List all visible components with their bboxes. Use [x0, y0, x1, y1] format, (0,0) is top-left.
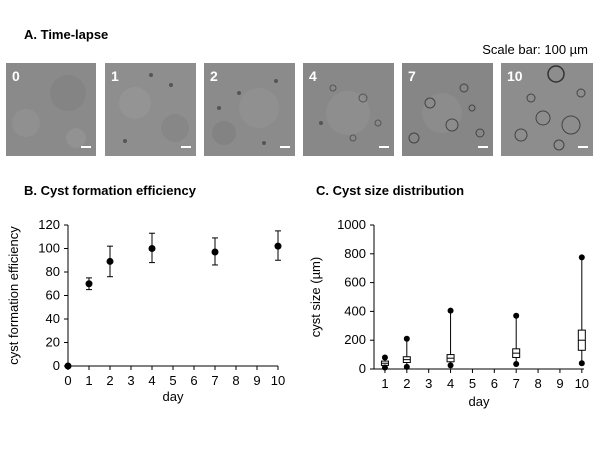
frame-label: 0	[12, 68, 20, 84]
x-tick-label: 8	[534, 376, 541, 391]
frame-label: 10	[507, 68, 523, 84]
x-tick-label: 2	[403, 376, 410, 391]
box-max-point	[381, 354, 388, 361]
x-tick-label: 1	[85, 373, 92, 388]
y-tick-label: 20	[46, 335, 60, 350]
data-point	[148, 245, 156, 252]
x-tick-label: 10	[575, 376, 589, 391]
box-min-point	[403, 363, 410, 370]
data-point	[274, 242, 282, 250]
x-tick-label: 4	[148, 373, 155, 388]
x-tick-label: 0	[64, 373, 71, 388]
micrograph-day-10: 10	[501, 63, 593, 156]
micrograph-texture	[402, 63, 493, 156]
x-tick-label: 4	[447, 376, 454, 391]
box-min-point	[447, 362, 454, 369]
x-tick-label: 7	[513, 376, 520, 391]
section-title-cyst-size: C. Cyst size distribution	[316, 183, 465, 198]
frame-label: 1	[111, 68, 119, 84]
y-tick-label: 80	[46, 264, 60, 279]
box-min-point	[381, 364, 388, 371]
micrograph-day-7: 7	[402, 63, 493, 156]
scale-bar-mark	[578, 146, 588, 148]
y-tick-label: 0	[53, 358, 60, 373]
micrograph-texture	[6, 63, 96, 156]
box-max-point	[578, 254, 585, 261]
x-tick-label: 6	[190, 373, 197, 388]
micrograph-day-0: 0	[6, 63, 96, 156]
y-tick-label: 400	[344, 303, 366, 318]
x-tick-label: 1	[381, 376, 388, 391]
y-tick-label: 100	[38, 241, 60, 256]
x-tick-label: 7	[211, 373, 218, 388]
y-tick-label: 600	[344, 275, 366, 290]
box-min-point	[578, 360, 585, 367]
scale-bar-mark	[478, 146, 488, 148]
micrograph-texture	[204, 63, 295, 156]
frame-label: 2	[210, 68, 218, 84]
y-axis-title: cyst formation efficiency	[6, 226, 21, 365]
micrograph-day-2: 2	[204, 63, 295, 156]
x-tick-label: 5	[469, 376, 476, 391]
micrograph-day-1: 1	[105, 63, 196, 156]
x-axis-title: day	[163, 389, 184, 404]
box-max-point	[403, 335, 410, 342]
micrograph-texture	[105, 63, 196, 156]
x-tick-label: 10	[271, 373, 285, 388]
box-max-point	[447, 307, 454, 314]
y-tick-label: 120	[38, 217, 60, 232]
y-tick-label: 1000	[337, 217, 366, 232]
frame-label: 7	[408, 68, 416, 84]
x-axis-title: day	[469, 394, 490, 409]
micrograph-day-4: 4	[303, 63, 394, 156]
scale-bar-mark	[280, 146, 290, 148]
box-max-point	[513, 312, 520, 319]
scale-bar-mark	[379, 146, 389, 148]
frame-label: 4	[309, 68, 317, 84]
scale-bar-mark	[181, 146, 191, 148]
scale-bar-label: Scale bar: 100 µm	[482, 42, 588, 57]
x-tick-label: 3	[127, 373, 134, 388]
cyst-size-chart: 0 200 400 600 800 1000 1 2 3 4 5 6 7 8 9 10 day cyst size…	[308, 217, 589, 409]
data-point	[64, 362, 72, 370]
data-point	[85, 280, 93, 288]
data-point	[211, 248, 219, 256]
y-tick-label: 0	[359, 361, 366, 376]
y-axis-title: cyst size (µm)	[308, 257, 323, 337]
data-point	[106, 257, 114, 265]
y-tick-label: 40	[46, 311, 60, 326]
x-tick-label: 3	[425, 376, 432, 391]
box-min-point	[513, 360, 520, 367]
x-tick-label: 2	[106, 373, 113, 388]
x-tick-label: 5	[169, 373, 176, 388]
y-tick-label: 200	[344, 332, 366, 347]
micrograph-texture	[303, 63, 394, 156]
micrograph-texture	[501, 63, 593, 156]
y-tick-label: 60	[46, 288, 60, 303]
scale-bar-mark	[81, 146, 91, 148]
section-title-cyst-efficiency: B. Cyst formation efficiency	[24, 183, 196, 198]
x-tick-label: 9	[556, 376, 563, 391]
x-tick-label: 9	[253, 373, 260, 388]
section-title-time-lapse: A. Time-lapse	[24, 27, 109, 42]
x-tick-label: 6	[491, 376, 498, 391]
y-tick-label: 800	[344, 246, 366, 261]
x-tick-label: 8	[232, 373, 239, 388]
